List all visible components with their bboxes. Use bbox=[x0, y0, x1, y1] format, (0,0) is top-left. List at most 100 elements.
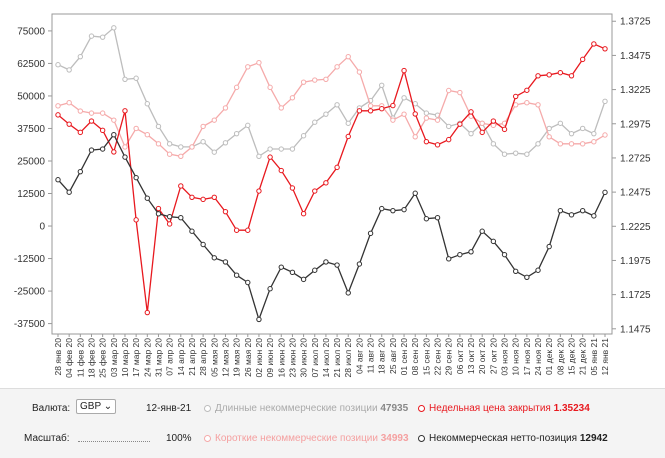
x-tick-label: 15 дек 20 bbox=[567, 338, 577, 375]
point bbox=[99, 34, 106, 40]
x-tick-label: 05 янв 21 bbox=[589, 338, 599, 376]
legend-item: Короткие некоммерческие позиции 34993 bbox=[204, 433, 409, 444]
point bbox=[245, 64, 251, 70]
point bbox=[256, 316, 262, 323]
currency-value[interactable]: GBP bbox=[80, 401, 101, 412]
point bbox=[312, 77, 318, 83]
x-tick-label: 25 фев 20 bbox=[98, 338, 108, 378]
y2-tick-label: 1.2475 bbox=[620, 188, 651, 199]
x-tick-label: 10 ноя 20 bbox=[511, 338, 521, 376]
scale-slider[interactable] bbox=[78, 437, 150, 442]
y-tick-label: -12500 bbox=[14, 254, 46, 265]
legend-value: 12942 bbox=[579, 433, 608, 444]
controls-panel: Валюта: GBP ⌄ 12-янв-21 Длинные некоммер… bbox=[0, 388, 665, 458]
legend-label: Недельная цена закрытия bbox=[429, 403, 551, 414]
x-tick-label: 19 мая 20 bbox=[232, 338, 242, 377]
legend-value: 47935 bbox=[380, 403, 409, 414]
point bbox=[189, 228, 195, 234]
point bbox=[479, 120, 485, 126]
point bbox=[535, 267, 541, 273]
point bbox=[166, 213, 173, 220]
legend-item: Недельная цена закрытия 1.35234 bbox=[418, 403, 590, 414]
point bbox=[144, 132, 151, 138]
y2-tick-label: 1.1475 bbox=[620, 324, 651, 335]
point bbox=[278, 167, 284, 174]
point bbox=[122, 154, 128, 160]
point bbox=[55, 112, 61, 118]
point bbox=[568, 141, 575, 147]
point bbox=[211, 255, 217, 261]
point bbox=[512, 93, 519, 100]
point bbox=[233, 272, 240, 278]
x-tick-label: 06 окт 20 bbox=[455, 338, 465, 374]
point bbox=[189, 194, 195, 201]
point bbox=[602, 46, 608, 52]
x-tick-label: 18 авг 20 bbox=[377, 338, 387, 374]
legend-marker bbox=[204, 434, 211, 442]
point bbox=[367, 103, 374, 109]
x-tick-label: 15 сен 20 bbox=[421, 338, 431, 376]
point bbox=[77, 129, 84, 136]
point bbox=[490, 118, 497, 124]
point bbox=[390, 117, 396, 123]
y2-tick-label: 1.1975 bbox=[620, 256, 651, 267]
x-tick-label: 07 июл 20 bbox=[310, 338, 320, 378]
point bbox=[289, 269, 296, 276]
point bbox=[300, 79, 307, 85]
point bbox=[144, 101, 151, 107]
point bbox=[334, 164, 340, 171]
point bbox=[166, 151, 173, 157]
x-tick-label: 14 июл 20 bbox=[321, 338, 331, 378]
x-tick-label: 17 мар 20 bbox=[131, 338, 141, 377]
point bbox=[524, 87, 530, 93]
x-tick-label: 20 окт 20 bbox=[477, 338, 487, 374]
x-tick-label: 30 июн 20 bbox=[299, 338, 309, 378]
point bbox=[591, 130, 597, 137]
point bbox=[222, 140, 229, 146]
point bbox=[233, 227, 240, 233]
point bbox=[155, 123, 162, 130]
point bbox=[591, 41, 597, 47]
point bbox=[468, 130, 474, 137]
x-tick-label: 08 сен 20 bbox=[410, 338, 420, 376]
point bbox=[133, 217, 139, 223]
legend-item: Некоммерческая нетто-позиция 12942 bbox=[418, 433, 608, 444]
currency-select[interactable]: GBP ⌄ bbox=[76, 399, 117, 414]
y2-tick-label: 1.2725 bbox=[620, 153, 651, 164]
point bbox=[535, 73, 541, 79]
point bbox=[401, 206, 407, 213]
x-tick-label: 05 мая 20 bbox=[209, 338, 219, 377]
point bbox=[356, 261, 363, 267]
point bbox=[211, 194, 217, 201]
point bbox=[479, 129, 485, 136]
x-tick-label: 02 июн 20 bbox=[254, 338, 264, 378]
x-tick-label: 01 сен 20 bbox=[399, 338, 409, 376]
y-tick-label: -37500 bbox=[14, 319, 46, 330]
point bbox=[490, 238, 497, 245]
point bbox=[312, 119, 318, 125]
point bbox=[178, 215, 184, 221]
point bbox=[557, 69, 564, 76]
point bbox=[323, 76, 329, 83]
point bbox=[155, 205, 162, 212]
y-tick-label: 0 bbox=[39, 222, 45, 233]
point bbox=[602, 189, 608, 196]
point bbox=[390, 207, 396, 214]
x-tick-label: 12 мая 20 bbox=[220, 338, 230, 377]
point bbox=[557, 207, 564, 214]
point bbox=[490, 122, 497, 129]
series-line bbox=[57, 133, 606, 322]
point bbox=[122, 144, 128, 150]
point bbox=[446, 123, 452, 130]
point bbox=[512, 102, 519, 108]
scale-label: Масштаб: bbox=[24, 433, 70, 444]
point bbox=[278, 105, 284, 111]
point bbox=[412, 101, 418, 107]
x-tick-label: 21 дек 20 bbox=[578, 338, 588, 375]
point bbox=[267, 154, 273, 160]
point bbox=[579, 56, 586, 63]
point bbox=[300, 133, 307, 139]
point bbox=[557, 120, 564, 126]
point bbox=[479, 228, 485, 234]
